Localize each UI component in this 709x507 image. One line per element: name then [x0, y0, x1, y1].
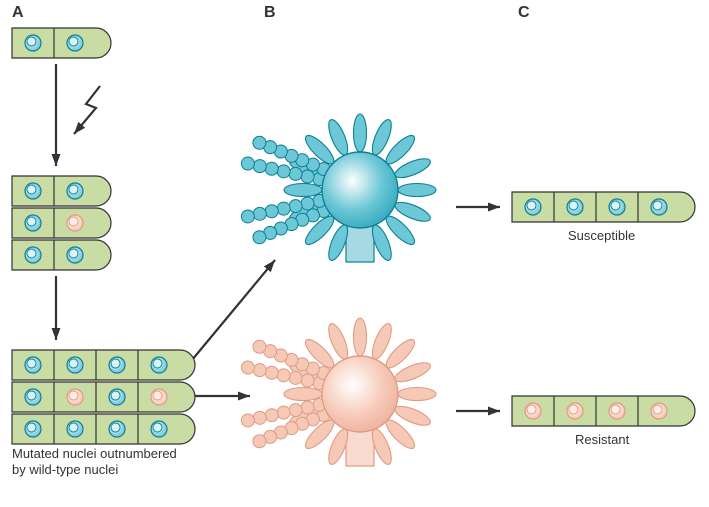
- arrow-to-resistant-head: [488, 407, 500, 416]
- conidium-bead: [253, 411, 266, 424]
- nucleus-inner: [569, 405, 578, 414]
- diagram-svg: [0, 0, 709, 507]
- nucleus-inner: [653, 405, 662, 414]
- nucleus-inner: [69, 359, 78, 368]
- arrow-to-mut-sporangium-head: [238, 392, 250, 401]
- nucleus-inner: [27, 359, 36, 368]
- nucleus-inner: [153, 423, 162, 432]
- sporangium-petal: [284, 184, 322, 197]
- conidium-bead: [277, 406, 290, 419]
- nucleus-inner: [27, 423, 36, 432]
- nucleus-inner: [153, 391, 162, 400]
- nucleus-inner: [611, 201, 620, 210]
- conidium-bead: [241, 361, 254, 374]
- sporangia-layer: [241, 114, 436, 467]
- nucleus-inner: [153, 359, 162, 368]
- nucleus-inner: [111, 391, 120, 400]
- sporangium-petal: [398, 184, 436, 197]
- conidium-bead: [265, 366, 278, 379]
- nucleus-inner: [27, 249, 36, 258]
- conidium-bead: [301, 401, 314, 414]
- conidium-bead: [253, 435, 266, 448]
- conidium-bead: [265, 205, 278, 218]
- sporangium-core: [322, 356, 398, 432]
- conidium-bead: [253, 364, 266, 377]
- conidium-bead: [241, 210, 254, 223]
- conidium-bead: [253, 231, 266, 244]
- nucleus-inner: [27, 217, 36, 226]
- sporangium-mutant: [241, 318, 436, 467]
- conidium-bead: [289, 167, 302, 180]
- nucleus-inner: [611, 405, 620, 414]
- conidium-bead: [241, 414, 254, 427]
- hypha-bottom-group: [12, 350, 195, 444]
- conidium-bead: [277, 369, 290, 382]
- nucleus-inner: [69, 185, 78, 194]
- nucleus-inner: [527, 405, 536, 414]
- sporangium-petal: [354, 318, 367, 356]
- nucleus-inner: [69, 217, 78, 226]
- nucleus-inner: [527, 201, 536, 210]
- conidium-bead: [241, 157, 254, 170]
- nucleus-inner: [569, 201, 578, 210]
- nucleus-inner: [653, 201, 662, 210]
- nucleus-inner: [69, 423, 78, 432]
- hypha-middle-group: [12, 176, 111, 270]
- nucleus-inner: [69, 391, 78, 400]
- nucleus-inner: [111, 359, 120, 368]
- arrow-middle-to-bottom-head: [52, 328, 61, 340]
- conidium-bead: [277, 202, 290, 215]
- conidium-bead: [277, 165, 290, 178]
- conidium-bead: [289, 200, 302, 213]
- nucleus-inner: [69, 37, 78, 46]
- nucleus-inner: [27, 391, 36, 400]
- conidium-bead: [253, 207, 266, 220]
- conidium-bead: [301, 197, 314, 210]
- nucleus-inner: [27, 37, 36, 46]
- conidium-bead: [253, 136, 266, 149]
- sporangium-wildtype: [241, 114, 436, 263]
- hypha-susceptible: [512, 192, 695, 222]
- conidium-bead: [289, 371, 302, 384]
- conidium-bead: [265, 409, 278, 422]
- hypha-top-single: [12, 28, 111, 58]
- conidium-bead: [301, 170, 314, 183]
- nucleus-inner: [69, 249, 78, 258]
- sporangium-petal: [398, 388, 436, 401]
- hypha-resistant: [512, 396, 695, 426]
- arrow-top-to-middle-head: [52, 154, 61, 166]
- sporangium-petal: [284, 388, 322, 401]
- nucleus-inner: [111, 423, 120, 432]
- conidium-bead: [253, 340, 266, 353]
- conidium-bead: [265, 162, 278, 175]
- conidium-bead: [289, 404, 302, 417]
- conidium-bead: [301, 374, 314, 387]
- nucleus-inner: [27, 185, 36, 194]
- sporangium-petal: [354, 114, 367, 152]
- sporangium-core: [322, 152, 398, 228]
- conidium-bead: [253, 160, 266, 173]
- arrow-to-susceptible-head: [488, 203, 500, 212]
